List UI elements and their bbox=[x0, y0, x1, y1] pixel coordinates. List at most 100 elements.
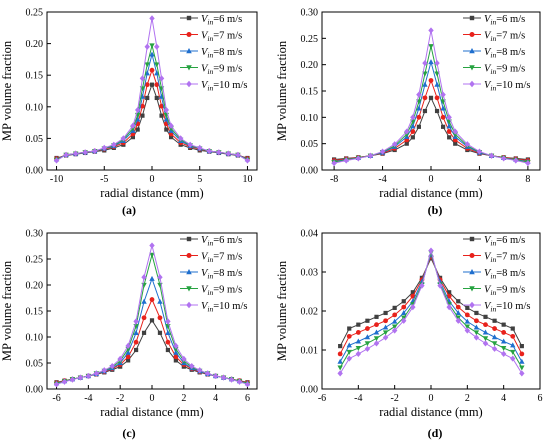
data-point bbox=[130, 135, 136, 140]
x-tick-label: -10 bbox=[50, 174, 63, 185]
x-tick-label: 2 bbox=[465, 393, 470, 404]
data-point bbox=[53, 381, 60, 388]
legend-label-2: Vin=7 m/s bbox=[201, 30, 242, 43]
data-point bbox=[165, 318, 171, 325]
panel-label: (a) bbox=[122, 203, 136, 217]
data-point bbox=[491, 345, 498, 352]
data-point bbox=[492, 326, 497, 331]
data-point bbox=[513, 157, 519, 164]
data-point bbox=[391, 318, 398, 324]
data-point bbox=[510, 342, 516, 348]
legend-label-2: Vin=7 m/s bbox=[201, 251, 242, 264]
y-tick-label: 0.25 bbox=[26, 255, 44, 266]
data-point bbox=[455, 304, 461, 310]
series-group bbox=[53, 242, 251, 388]
data-point bbox=[464, 324, 471, 330]
data-point bbox=[149, 242, 155, 249]
data-point bbox=[391, 141, 398, 148]
data-point bbox=[347, 326, 352, 331]
data-point bbox=[382, 324, 389, 330]
data-point bbox=[197, 367, 203, 374]
data-point bbox=[519, 351, 525, 357]
legend-marker-1 bbox=[469, 15, 475, 21]
data-point bbox=[440, 105, 446, 111]
x-axis-title: radial distance (mm) bbox=[379, 405, 482, 419]
y-tick-label: 0.20 bbox=[301, 60, 319, 71]
legend-label-2: Vin=7 m/s bbox=[484, 30, 525, 43]
data-point bbox=[383, 318, 388, 324]
legend-marker-1 bbox=[186, 236, 192, 242]
data-point bbox=[464, 327, 471, 334]
legend-label-3: Vin=8 m/s bbox=[484, 47, 525, 60]
x-tick-label: 0 bbox=[429, 174, 434, 185]
legend-marker-3 bbox=[186, 48, 192, 54]
data-point bbox=[331, 160, 337, 167]
data-point bbox=[373, 329, 380, 335]
data-point bbox=[416, 124, 421, 129]
data-point bbox=[141, 274, 147, 281]
data-point bbox=[446, 129, 452, 134]
series-group bbox=[53, 15, 251, 164]
panel-label: (c) bbox=[122, 426, 135, 440]
data-point bbox=[130, 122, 136, 129]
data-point bbox=[228, 376, 235, 383]
data-point bbox=[236, 378, 243, 385]
x-tick-label: -6 bbox=[318, 393, 326, 404]
x-tick-label: -8 bbox=[330, 174, 338, 185]
data-point bbox=[141, 330, 147, 335]
panel-label: (d) bbox=[428, 426, 443, 440]
chart-panel-1: -10 -5 0 5 10 0.00 0.05 0.10 0.15 0.20 0.25 radial … bbox=[0, 8, 258, 217]
series-group bbox=[331, 27, 531, 167]
data-point bbox=[428, 44, 434, 50]
data-point bbox=[525, 160, 531, 167]
y-tick-label: 0.20 bbox=[26, 281, 44, 292]
x-tick-label: -6 bbox=[52, 393, 60, 404]
y-tick-label: 0.30 bbox=[301, 8, 319, 19]
data-point bbox=[419, 282, 425, 289]
data-point bbox=[473, 330, 480, 336]
data-point bbox=[510, 355, 516, 362]
data-point bbox=[72, 150, 79, 157]
data-point bbox=[154, 62, 160, 68]
data-point bbox=[456, 299, 461, 304]
data-point bbox=[473, 324, 480, 330]
data-point bbox=[455, 310, 461, 316]
data-point bbox=[197, 144, 203, 151]
data-point bbox=[159, 103, 164, 109]
data-point bbox=[491, 341, 498, 347]
data-point bbox=[428, 247, 434, 254]
data-point bbox=[501, 330, 507, 335]
data-point bbox=[453, 141, 458, 146]
y-tick-label: 0.05 bbox=[26, 359, 44, 370]
y-tick-label: 0.30 bbox=[26, 229, 44, 240]
data-point bbox=[101, 144, 107, 151]
y-tick-label: 0.10 bbox=[26, 333, 44, 344]
data-point bbox=[154, 82, 160, 88]
data-point bbox=[337, 358, 343, 364]
data-point bbox=[364, 341, 371, 347]
data-point bbox=[133, 329, 139, 335]
data-point bbox=[374, 322, 379, 328]
data-point bbox=[383, 310, 388, 316]
data-point bbox=[337, 351, 343, 357]
data-point bbox=[77, 374, 84, 381]
y-tick-label: 0.02 bbox=[301, 307, 319, 318]
data-point bbox=[135, 127, 140, 132]
data-point bbox=[337, 370, 343, 377]
data-point bbox=[404, 141, 409, 146]
data-point bbox=[483, 322, 488, 328]
data-point bbox=[465, 305, 470, 310]
legend-marker-2 bbox=[186, 253, 192, 258]
data-point bbox=[125, 349, 131, 355]
data-point bbox=[139, 75, 146, 82]
y-tick-label: 0.01 bbox=[301, 346, 319, 357]
data-point bbox=[446, 293, 452, 299]
data-point bbox=[373, 336, 380, 342]
data-point bbox=[464, 312, 470, 318]
legend: Vin=6 m/s Vin=7 m/s Vin=8 m/s Vin=9 m/s Vin=… bbox=[463, 14, 530, 93]
data-point bbox=[63, 151, 69, 158]
x-tick-label: -2 bbox=[390, 393, 398, 404]
legend-label-5: Vin=10 m/s bbox=[484, 80, 530, 93]
data-point bbox=[488, 152, 495, 159]
data-point bbox=[434, 59, 440, 67]
